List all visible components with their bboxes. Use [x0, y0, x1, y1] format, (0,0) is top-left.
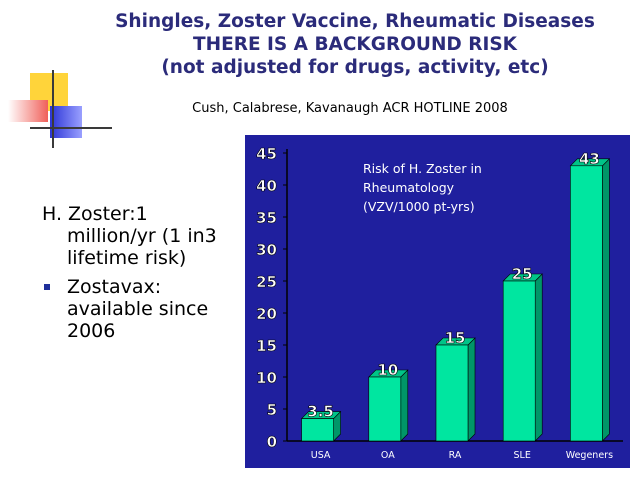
slide-title: Shingles, Zoster Vaccine, Rheumatic Dise… — [70, 10, 640, 79]
bullet-item: Zostavax: available since 2006 — [42, 276, 242, 342]
bar-side — [400, 369, 409, 442]
y-tick-label: 25 — [256, 273, 277, 291]
y-tick-label: 0 — [267, 433, 277, 451]
body-line-rest: million/yr (1 in3 lifetime risk) — [67, 225, 217, 269]
body-text: H. Zoster:1 million/yr (1 in3 lifetime r… — [42, 203, 242, 342]
citation: Cush, Calabrese, Kavanaugh ACR HOTLINE 2… — [192, 101, 508, 116]
bar — [435, 344, 469, 442]
bar — [301, 418, 334, 442]
x-category-label: RA — [449, 450, 462, 461]
body-line-1: H. Zoster:1 — [42, 203, 148, 225]
decorative-horizontal-line — [30, 127, 112, 129]
x-category-label: SLE — [514, 450, 531, 461]
bar-data-label: 15 — [445, 329, 466, 347]
bar — [502, 280, 536, 442]
chart-annotation-line: Rheumatology — [363, 180, 455, 195]
bar-side — [534, 273, 543, 442]
y-tick-label: 40 — [256, 177, 277, 195]
y-tick-label: 35 — [256, 209, 277, 227]
title-line-3: (not adjusted for drugs, activity, etc) — [161, 57, 549, 78]
bar-chart: 0 5 10 15 20 25 30 35 40 45 3.5 USA 10 OA 15 RA 25 SLE 43… — [245, 135, 630, 468]
bar-data-label: 3.5 — [307, 403, 334, 421]
bar-side — [602, 158, 610, 442]
bar-data-label: 10 — [377, 361, 398, 379]
title-line-1: Shingles, Zoster Vaccine, Rheumatic Dise… — [115, 11, 595, 32]
x-category-label: OA — [381, 450, 395, 461]
decorative-vertical-line — [52, 70, 54, 148]
square-bullet-icon — [44, 284, 50, 290]
y-tick-label: 5 — [267, 401, 277, 419]
y-tick-label: 30 — [256, 241, 277, 259]
decorative-blue-block — [50, 106, 82, 138]
bar — [368, 376, 402, 442]
chart-annotation-line: (VZV/1000 pt-yrs) — [363, 199, 475, 214]
y-tick-label: 20 — [256, 305, 277, 323]
bullet-text: Zostavax: available since 2006 — [67, 276, 209, 342]
decorative-red-block — [8, 100, 48, 122]
y-tick-label: 45 — [256, 145, 277, 163]
bar-data-label: 25 — [512, 265, 533, 283]
bar — [570, 165, 603, 442]
bar-side — [467, 337, 476, 442]
chart-annotation-line: Risk of H. Zoster in — [363, 161, 482, 176]
x-category-label: Wegeners — [566, 450, 613, 461]
title-line-2: THERE IS A BACKGROUND RISK — [192, 34, 518, 55]
bar-data-label: 43 — [579, 150, 600, 168]
x-category-label: USA — [311, 450, 331, 461]
y-tick-label: 10 — [256, 369, 277, 387]
y-tick-label: 15 — [256, 337, 277, 355]
